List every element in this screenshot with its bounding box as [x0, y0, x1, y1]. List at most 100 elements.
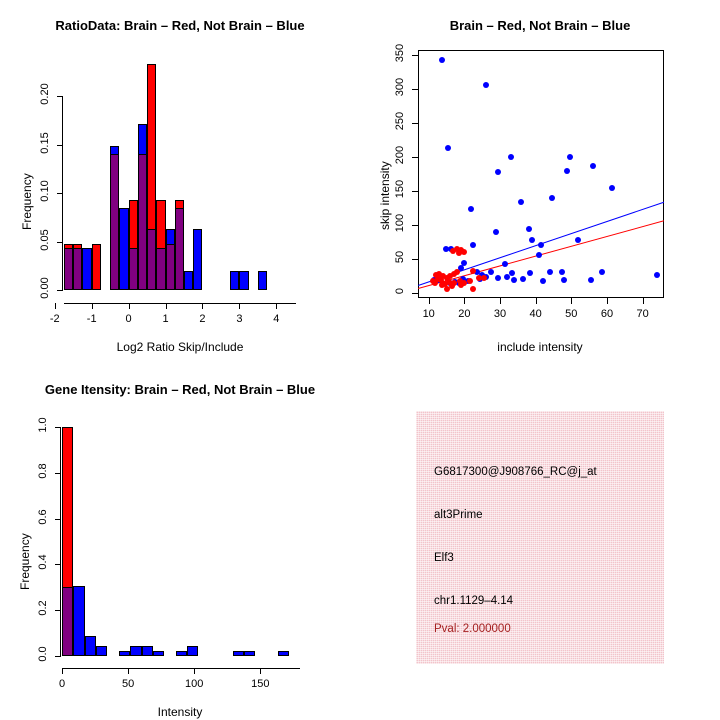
scatter-point [457, 278, 464, 285]
scatter-point [448, 282, 455, 289]
ratio-bar-blue [82, 248, 92, 290]
scatter-point [482, 82, 489, 89]
ratio-bar-overlap [73, 248, 83, 290]
ratio-x-tick [239, 303, 241, 309]
gene-bar-blue [232, 651, 244, 656]
scatter-x-tick [535, 298, 537, 304]
gene-hist-y-axis [60, 427, 61, 656]
scatter-title: Brain – Red, Not Brain – Blue [449, 18, 631, 33]
scatter-point [432, 271, 439, 278]
scatter-y-tick-label: 150 [394, 179, 406, 199]
ratio-x-tick-label: 0 [125, 313, 132, 325]
gene-bar-blue [130, 646, 142, 656]
gene-bar-blue [243, 651, 256, 656]
scatter-point [653, 271, 660, 278]
scatter-point [457, 265, 464, 272]
scatter-point [507, 154, 514, 161]
gene-y-tick-label: 1.0 [37, 417, 49, 433]
scatter-y-tick [412, 157, 418, 159]
info-event-type: alt3Prime [434, 509, 483, 521]
scatter-point [443, 275, 450, 282]
scatter-y-tick-label: 100 [394, 213, 406, 232]
scatter-point [609, 185, 616, 192]
scatter-y-tick-label: 200 [394, 145, 406, 165]
ratio-bar-overlap [156, 248, 166, 290]
gene-x-tick-label: 0 [58, 678, 66, 690]
ratio-bar-red [91, 244, 101, 290]
gene-bar-blue [152, 651, 165, 656]
scatter-point [460, 248, 467, 255]
scatter-y-tick-label: 0 [394, 287, 406, 294]
ratio-bar-overlap [174, 208, 184, 290]
ratio-y-tick-label: 0.05 [39, 228, 51, 251]
scatter-y-tick-label: 350 [394, 44, 406, 63]
scatter-point [587, 276, 594, 283]
gene-bar-blue [118, 651, 131, 656]
gene-x-tick [260, 668, 262, 674]
scatter-point [438, 277, 445, 284]
scatter-point [518, 199, 525, 206]
ratio-bar-blue [119, 208, 129, 290]
scatter-x-tick [428, 298, 430, 304]
scatter-point [444, 285, 451, 292]
scatter-y-tick [412, 123, 418, 125]
gene-x-tick-label: 50 [121, 678, 135, 690]
scatter-point [432, 280, 439, 287]
gene-y-tick-label: 0.6 [37, 508, 49, 525]
gene-bar-blue [73, 586, 85, 656]
scatter-point [527, 269, 534, 276]
scatter-point [529, 236, 536, 243]
scatter-y-axis-label: skip intensity [378, 161, 392, 230]
gene-hist-plot-area [62, 427, 300, 656]
scatter-point [451, 280, 458, 287]
scatter-point [442, 245, 449, 252]
gene-x-tick [194, 668, 196, 674]
scatter-point [504, 273, 511, 280]
gene-hist-x-axis-label: Intensity [157, 705, 203, 719]
ratio-x-tick-label: 1 [162, 313, 169, 325]
gene-y-tick [55, 564, 61, 566]
scatter-point [473, 269, 480, 276]
scatter-point [494, 168, 501, 175]
scatter-point [445, 145, 452, 152]
gene-bar-overlap [62, 587, 74, 656]
ratio-bar-overlap [64, 248, 74, 290]
scatter-y-tick-label: 300 [394, 78, 406, 97]
scatter-y-tick [412, 258, 418, 260]
ratio-y-tick-label: 0.10 [39, 180, 51, 202]
gene-x-tick [128, 668, 130, 674]
ratio-y-tick [57, 290, 63, 291]
gene-y-tick-label: 0.4 [37, 554, 49, 571]
scatter-point [457, 282, 464, 289]
scatter-x-tick-label: 20 [458, 308, 471, 320]
scatter-point [439, 57, 446, 64]
gene-y-tick-label: 0.8 [37, 463, 49, 479]
scatter-point [502, 261, 509, 268]
scatter-point [450, 271, 457, 278]
ratio-hist-title: RatioData: Brain – Red, Not Brain – Blue [55, 18, 305, 33]
scatter-point [566, 154, 573, 161]
scatter-point [511, 277, 518, 284]
ratio-bar-blue [193, 229, 203, 290]
ratio-hist-x-axis [64, 303, 296, 304]
ratio-x-tick [202, 303, 204, 309]
ratio-hist-plot-area [64, 62, 304, 290]
ratio-bar-overlap [137, 154, 148, 290]
ratio-x-tick [165, 303, 167, 309]
scatter-point [520, 276, 527, 283]
scatter-y-tick-label: 50 [394, 250, 406, 263]
ratio-bar-overlap [165, 244, 175, 290]
scatter-point [561, 276, 568, 283]
info-probe-id: G6817300@J908766_RC@j_at [434, 466, 597, 478]
gene-hist-title: Gene Itensity: Brain – Red, Not Brain – … [44, 382, 316, 397]
scatter-x-tick-label: 50 [565, 308, 578, 320]
scatter-point [559, 268, 566, 275]
gene-x-tick-label: 150 [251, 678, 270, 690]
scatter-x-tick-label: 70 [636, 308, 649, 320]
info-pval: Pval: 2.000000 [434, 623, 511, 635]
scatter-y-tick [412, 224, 418, 226]
panel-gene-intensity-histogram: Gene Itensity: Brain – Red, Not Brain – … [0, 360, 360, 720]
scatter-x-tick [642, 298, 644, 304]
gene-y-tick [55, 518, 61, 520]
ratio-y-tick [57, 144, 63, 146]
